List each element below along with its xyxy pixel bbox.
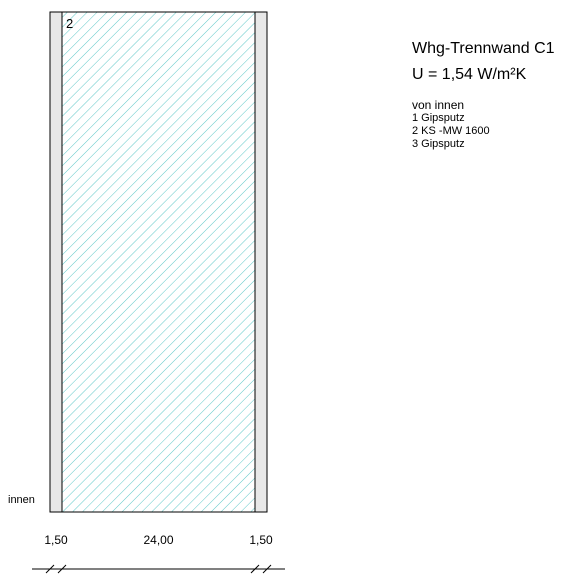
legend-block: Whg-Trennwand C1 U = 1,54 W/m²K von inne… [412,40,584,151]
dimension-tick [57,564,67,574]
dimension-line: 1,50 24,00 1,50 [32,533,285,574]
layer-list-item: 1 Gipsputz [412,112,465,124]
dimension-label: 24,00 [143,533,173,547]
layer-number-label: 2 [66,16,73,31]
layer-3-rect [254,11,268,513]
u-value: U = 1,54 W/m²K [412,66,527,83]
wall-layers: 2 [49,11,268,513]
layer-2-rect [61,11,256,513]
direction-label: von innen [412,98,465,112]
layer-1-rect [49,11,63,513]
dimension-label: 1,50 [44,533,68,547]
dimension-tick [45,564,55,574]
layer-list-item: 3 Gipsputz [412,138,465,150]
dimension-tick [262,564,272,574]
layer-list-item: 2 KS -MW 1600 [412,125,490,137]
dimension-label: 1,50 [249,533,273,547]
wall-title: Whg-Trennwand C1 [412,40,555,57]
inside-side-label: innen [8,494,35,506]
dimension-tick [250,564,260,574]
layer-list: 1 Gipsputz 2 KS -MW 1600 3 Gipsputz [412,112,584,151]
